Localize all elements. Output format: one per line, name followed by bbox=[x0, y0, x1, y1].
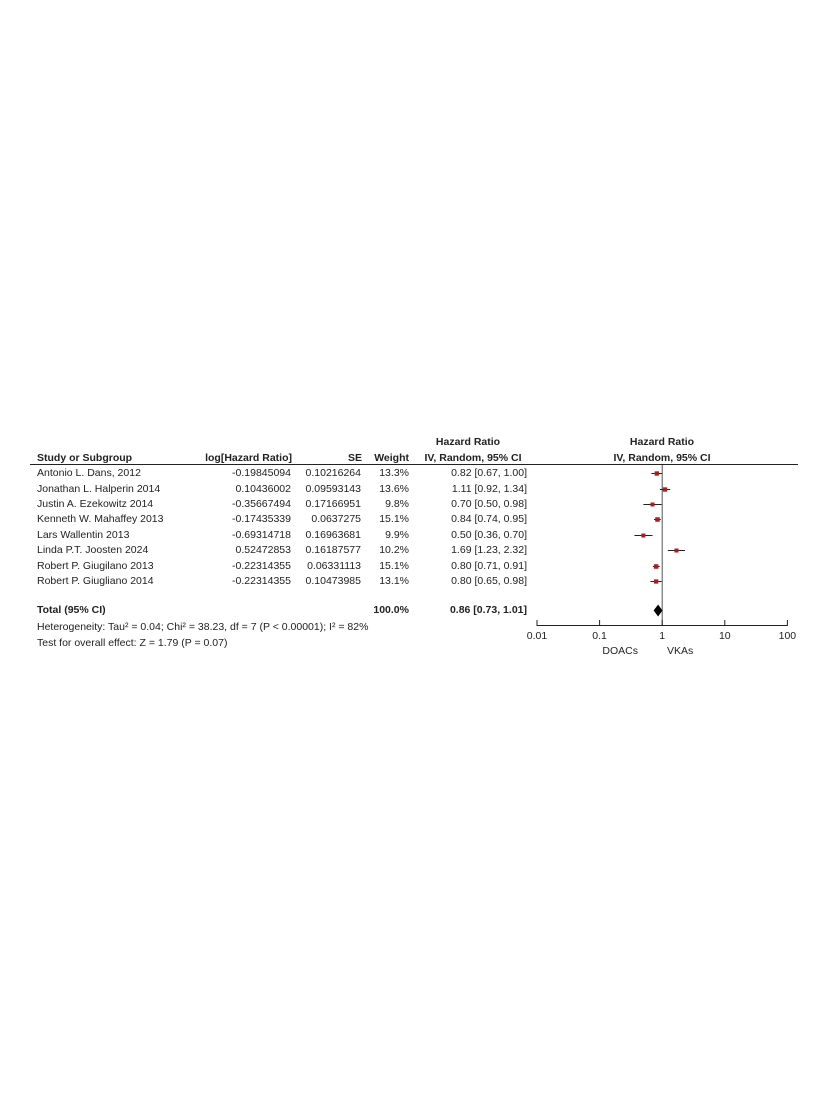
weight-value: 15.1% bbox=[379, 560, 409, 572]
study-name: Justin A. Ezekowitz 2014 bbox=[37, 498, 154, 510]
point-estimate bbox=[653, 579, 659, 584]
ci-value: 0.70 [0.50, 0.98] bbox=[451, 498, 527, 510]
total-weight: 100.0% bbox=[373, 604, 409, 616]
log-hr-value: -0.19845094 bbox=[232, 467, 291, 479]
study-name: Robert P. Giugliano 2014 bbox=[37, 575, 154, 587]
se-value: 0.09593143 bbox=[305, 483, 361, 495]
log-hr-value: 0.10436002 bbox=[235, 483, 291, 495]
se-value: 0.16187577 bbox=[305, 544, 361, 556]
pooled-diamond bbox=[653, 604, 663, 617]
weight-value: 13.1% bbox=[379, 575, 409, 587]
point-estimate bbox=[654, 471, 659, 476]
point-estimate bbox=[655, 517, 660, 522]
heterogeneity-text: Heterogeneity: Tau² = 0.04; Chi² = 38.23… bbox=[37, 621, 369, 633]
ci-value: 1.69 [1.23, 2.32] bbox=[451, 544, 527, 556]
x-tick-label: 100 bbox=[778, 630, 797, 642]
se-value: 0.16963681 bbox=[305, 529, 361, 541]
weight-value: 10.2% bbox=[379, 544, 409, 556]
weight-value: 9.8% bbox=[385, 498, 409, 510]
favours-left-label: DOACs bbox=[602, 645, 638, 657]
se-value: 0.0637275 bbox=[311, 513, 361, 525]
log-hr-value: -0.22314355 bbox=[232, 560, 291, 572]
point-estimate bbox=[662, 487, 668, 492]
log-hr-value: -0.69314718 bbox=[232, 529, 291, 541]
header-weight: Weight bbox=[374, 452, 409, 464]
x-tick-label: 1 bbox=[659, 630, 666, 642]
ci-value: 0.80 [0.65, 0.98] bbox=[451, 575, 527, 587]
log-hr-value: -0.35667494 bbox=[232, 498, 291, 510]
se-value: 0.06331113 bbox=[307, 560, 361, 572]
favours-right-label: VKAs bbox=[667, 645, 694, 657]
log-hr-value: -0.22314355 bbox=[232, 575, 291, 587]
weight-value: 13.3% bbox=[379, 467, 409, 479]
plot-header-2: IV, Random, 95% CI bbox=[613, 452, 711, 464]
ci-value: 1.11 [0.92, 1.34] bbox=[451, 483, 527, 495]
se-value: 0.17166951 bbox=[305, 498, 361, 510]
ci-value: 0.80 [0.71, 0.91] bbox=[451, 560, 527, 572]
header-study: Study or Subgroup bbox=[37, 452, 133, 464]
log-hr-value: 0.52472853 bbox=[235, 544, 291, 556]
study-name: Robert P. Giugilano 2013 bbox=[37, 560, 154, 572]
ci-value: 0.82 [0.67, 1.00] bbox=[451, 467, 527, 479]
total-ci: 0.86 [0.73, 1.01] bbox=[449, 604, 527, 616]
ci-value: 0.50 [0.36, 0.70] bbox=[451, 529, 527, 541]
overall-effect-text: Test for overall effect: Z = 1.79 (P = 0… bbox=[37, 637, 228, 649]
study-name: Jonathan L. Halperin 2014 bbox=[37, 483, 161, 495]
ci-value: 0.84 [0.74, 0.95] bbox=[451, 513, 527, 525]
weight-value: 13.6% bbox=[379, 483, 409, 495]
x-tick-label: 10 bbox=[718, 630, 731, 642]
study-name: Linda P.T. Joosten 2024 bbox=[37, 544, 149, 556]
point-estimate bbox=[641, 533, 646, 538]
study-name: Lars Wallentin 2013 bbox=[37, 529, 130, 541]
weight-value: 15.1% bbox=[379, 513, 409, 525]
header-se: SE bbox=[347, 452, 362, 464]
total-label: Total (95% CI) bbox=[37, 604, 106, 616]
x-tick-label: 0.01 bbox=[526, 630, 548, 642]
log-hr-value: -0.17435339 bbox=[232, 513, 291, 525]
plot-header-1: Hazard Ratio bbox=[629, 436, 695, 448]
weight-value: 9.9% bbox=[385, 529, 409, 541]
x-tick-label: 0.1 bbox=[592, 630, 607, 642]
se-value: 0.10473985 bbox=[305, 575, 361, 587]
point-estimate bbox=[653, 564, 659, 569]
hr-col-header-2: IV, Random, 95% CI bbox=[424, 452, 522, 464]
se-value: 0.10216264 bbox=[305, 467, 361, 479]
point-estimate bbox=[674, 548, 679, 553]
header-log-hr: log[Hazard Ratio] bbox=[205, 452, 292, 464]
point-estimate bbox=[650, 502, 655, 507]
study-name: Antonio L. Dans, 2012 bbox=[37, 467, 141, 479]
study-name: Kenneth W. Mahaffey 2013 bbox=[37, 513, 164, 525]
hr-col-header-1: Hazard Ratio bbox=[435, 436, 501, 448]
